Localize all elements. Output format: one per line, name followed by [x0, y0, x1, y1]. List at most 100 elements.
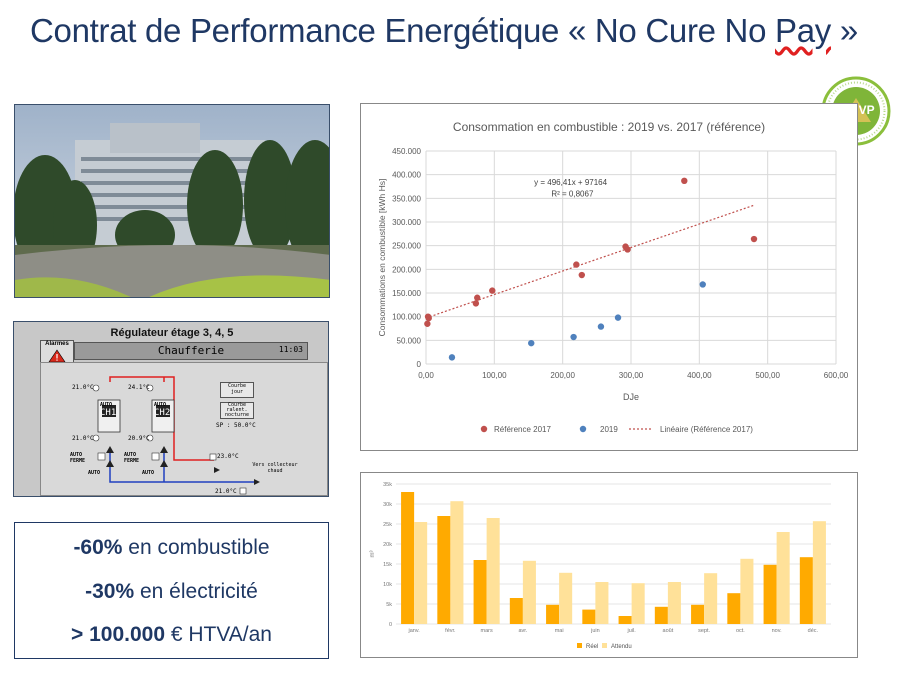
scatter-chart: Consommation en combustible : 2019 vs. 2…	[360, 103, 858, 451]
point-2019	[614, 314, 622, 321]
bar-reel	[582, 609, 596, 624]
legend-marker-reference	[480, 425, 488, 433]
bar-y-tick-label: 0	[389, 622, 392, 628]
bar-y-tick-label: 5k	[386, 602, 392, 608]
point-reference-2017	[425, 314, 432, 322]
bar-attendu	[450, 501, 464, 624]
y-tick-label: 100.000	[392, 313, 421, 322]
bar-reel	[509, 598, 523, 624]
temp-2: 24.1°C	[128, 384, 150, 391]
setpoint: SP : 50.0°C	[216, 422, 256, 429]
point-reference-2017	[681, 177, 688, 185]
bar-x-tick-label: juil.	[626, 628, 636, 634]
bar-x-tick-label: oct.	[736, 628, 745, 634]
result-fuel-label: en combustible	[122, 536, 270, 559]
point-reference-2017	[474, 294, 481, 301]
trendline-r2: R² = 0,8067	[551, 190, 594, 199]
x-tick-label: 500,00	[755, 371, 780, 380]
bar-y-tick-label: 30k	[383, 502, 392, 508]
temp-4: 20.9°C	[128, 435, 150, 442]
bar-x-tick-label: juin	[590, 628, 600, 634]
bar-reel	[473, 560, 487, 624]
scada-panel	[40, 362, 328, 496]
point-2019	[570, 333, 577, 341]
bar-x-tick-label: mars	[481, 628, 493, 634]
bar-reel	[727, 593, 741, 624]
bar-attendu	[559, 572, 573, 624]
slide-title: Contrat de Performance Energétique « No …	[30, 12, 858, 50]
y-tick-label: 50.000	[397, 336, 422, 345]
curve-day-button[interactable]: Courbe jour	[220, 382, 254, 398]
scada-screen: Régulateur étage 3, 4, 5 Alarmes Chauffe…	[13, 321, 329, 497]
x-tick-label: 0,00	[418, 371, 434, 380]
title-misspelled-word: Pay	[775, 12, 831, 49]
point-reference-2017	[573, 261, 580, 268]
point-reference-2017	[424, 320, 431, 327]
scatter-title: Consommation en combustible : 2019 vs. 2…	[453, 120, 765, 134]
legend-label-2019: 2019	[600, 425, 618, 434]
bar-legend-marker-attendu	[602, 643, 607, 648]
y-tick-label: 450.000	[392, 147, 421, 156]
y-tick-label: 250.000	[392, 242, 421, 251]
scada-title: Régulateur étage 3, 4, 5	[110, 327, 234, 339]
point-2019	[448, 354, 456, 361]
point-reference-2017	[578, 271, 585, 279]
bar-y-tick-label: 15k	[383, 562, 392, 568]
trendline	[425, 204, 755, 319]
result-electricity-label: en électricité	[134, 580, 258, 603]
x-tick-label: 200,00	[550, 371, 575, 380]
y-tick-label: 400.000	[392, 171, 421, 180]
scada-pipes	[92, 376, 260, 495]
boiler-1-label: CH1	[100, 408, 117, 418]
valve-1-mode: AUTO FERME	[70, 452, 86, 464]
bar-x-tick-label: avr.	[518, 628, 527, 634]
bar-attendu	[776, 532, 790, 624]
bar-legend-marker-reel	[577, 643, 582, 648]
alarm-label: Alarmes	[45, 341, 69, 347]
bar-y-tick-label: 25k	[383, 522, 392, 528]
bar-attendu	[522, 560, 536, 624]
bar-attendu	[704, 573, 718, 624]
bar-attendu	[595, 582, 609, 624]
x-tick-label: 600,00	[824, 371, 849, 380]
result-fuel-value: -60%	[73, 536, 123, 559]
temp-5: 23.0°C	[217, 453, 239, 460]
bar-legend-label-attendu: Attendu	[611, 644, 632, 650]
bar-y-tick-label: 20k	[383, 542, 392, 548]
result-fuel: -60% en combustible	[15, 536, 328, 560]
results-box: -60% en combustible -30% en électricité …	[14, 522, 329, 659]
result-electricity: -30% en électricité	[15, 580, 328, 604]
boiler-1-auto: AUTO	[100, 402, 113, 408]
point-2019	[597, 323, 605, 330]
bar-reel	[401, 492, 415, 624]
legend-marker-2019	[579, 425, 587, 433]
point-reference-2017	[489, 287, 496, 294]
bar-x-tick-label: sept.	[698, 628, 710, 634]
temp-3: 21.0°C	[72, 435, 94, 442]
title-text: Contrat de Performance Energétique « No …	[30, 12, 776, 49]
bar-y-axis-label: m³	[370, 551, 376, 558]
bar-x-tick-label: janv.	[408, 628, 421, 634]
x-axis-label: DJe	[623, 392, 639, 402]
point-reference-2017	[472, 300, 480, 307]
result-savings-label: € HTVA/an	[165, 623, 272, 646]
point-2019	[528, 339, 535, 347]
x-tick-label: 400,00	[687, 371, 712, 380]
bar-reel	[763, 564, 777, 624]
bar-y-tick-label: 10k	[383, 582, 392, 588]
curve-night-button[interactable]: Courbe ralent. nocturne	[220, 402, 254, 419]
y-tick-label: 150.000	[392, 289, 421, 298]
trendline-equation: y = 496,41x + 97164	[534, 178, 608, 187]
point-2019	[699, 281, 706, 288]
y-axis-label: Consommations en combustible [kWh Hs]	[377, 179, 387, 337]
building-photo	[14, 104, 330, 298]
point-reference-2017	[750, 235, 758, 243]
y-tick-label: 300.000	[392, 218, 421, 227]
bar-x-tick-label: nov.	[772, 628, 782, 634]
valve-2-mode: AUTO FERME	[124, 452, 140, 464]
bar-reel	[799, 557, 813, 624]
alarm-button[interactable]: Alarmes	[40, 340, 74, 364]
boiler-2-label: CH2	[154, 408, 171, 418]
result-electricity-value: -30%	[85, 580, 135, 603]
bar-attendu	[486, 518, 500, 624]
